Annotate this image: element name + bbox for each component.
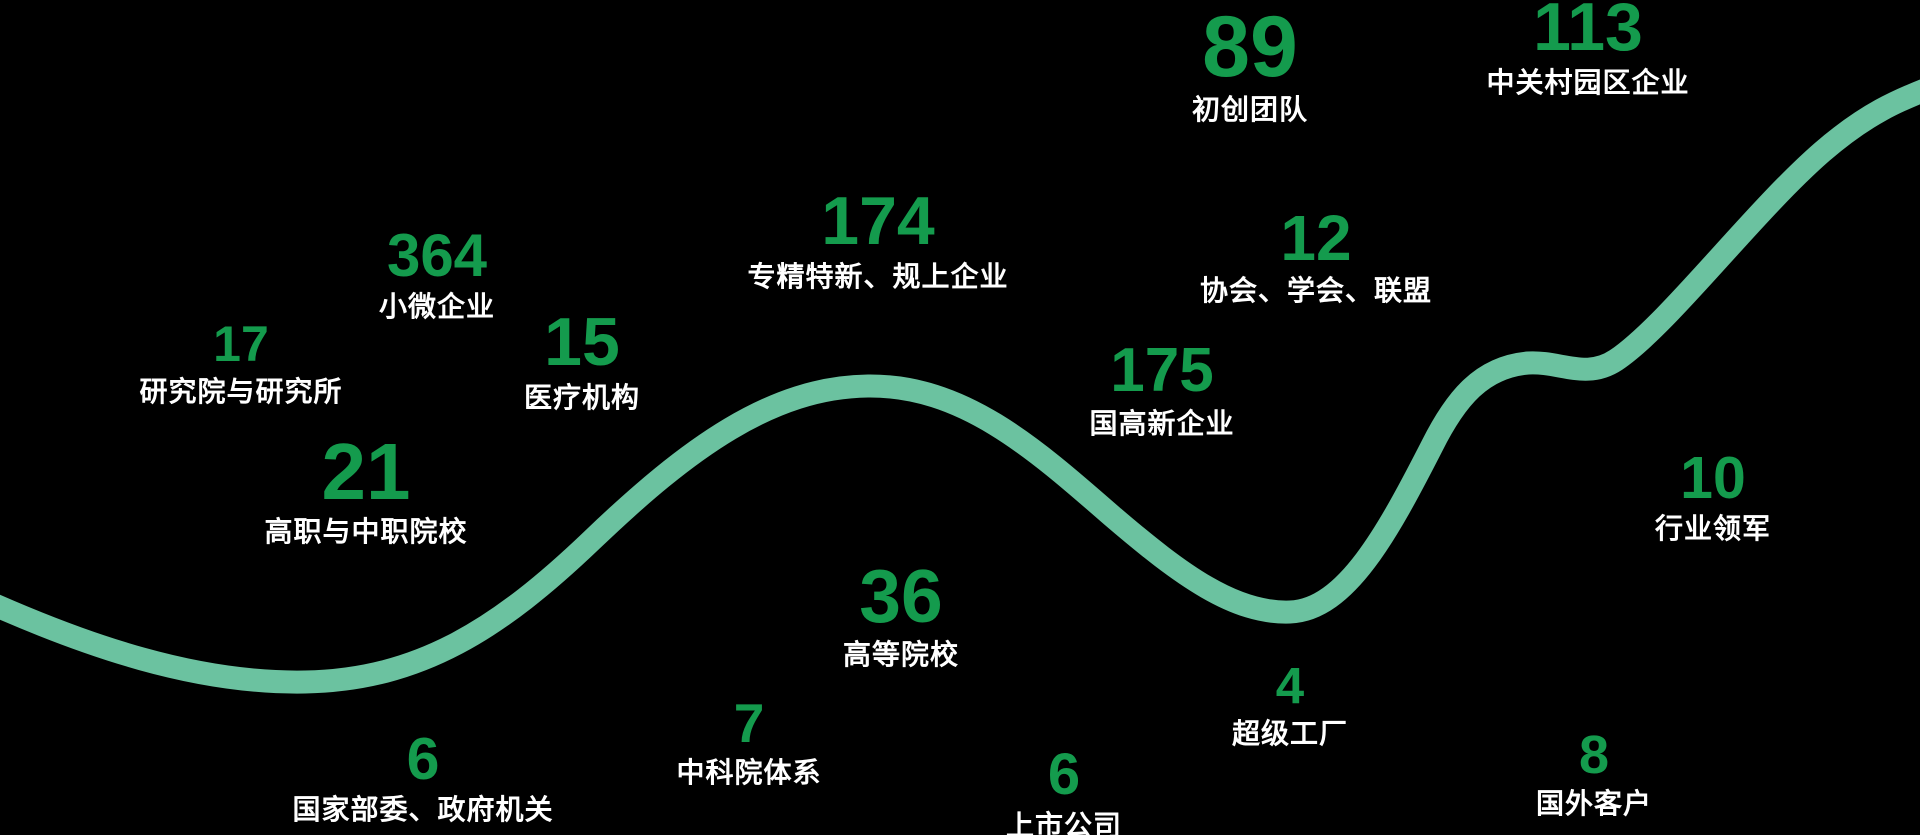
stat-item: 36 高等院校 (842, 554, 960, 670)
stat-label: 中关村园区企业 (1486, 66, 1690, 98)
stat-value: 36 (859, 554, 943, 638)
stat-label: 医疗机构 (523, 381, 641, 413)
stat-value: 6 (406, 726, 440, 792)
stat-value: 10 (1680, 445, 1746, 511)
stat-item: 6 上市公司 (1005, 742, 1123, 835)
stat-label: 上市公司 (1005, 809, 1123, 835)
stat-value: 175 (1110, 336, 1214, 405)
stat-label: 高职与中职院校 (264, 515, 468, 547)
stat-value: 7 (733, 692, 765, 754)
stat-label: 国家部委、政府机关 (292, 794, 554, 826)
stat-value: 89 (1202, 0, 1298, 95)
stat-item: 7 中科院体系 (676, 692, 822, 789)
stat-label: 中科院体系 (676, 757, 822, 789)
stat-item: 15 医疗机构 (523, 304, 641, 413)
stat-value: 21 (321, 427, 411, 516)
stat-value: 6 (1047, 742, 1081, 807)
stat-value: 174 (821, 183, 935, 259)
stat-value: 8 (1578, 725, 1610, 785)
stat-item: 175 国高新企业 (1089, 336, 1235, 439)
stat-item: 4 超级工厂 (1231, 657, 1349, 749)
stat-value: 15 (544, 304, 620, 380)
stat-label: 协会、学会、联盟 (1199, 275, 1433, 307)
stat-label: 高等院校 (842, 638, 960, 670)
stat-label: 国外客户 (1535, 788, 1653, 820)
stat-value: 113 (1533, 0, 1643, 65)
stat-item: 364 小微企业 (378, 222, 496, 323)
stat-label: 国高新企业 (1089, 407, 1235, 439)
stat-value: 4 (1275, 657, 1305, 714)
stat-value: 12 (1280, 202, 1352, 274)
stat-item: 17 研究院与研究所 (139, 316, 343, 407)
stat-item: 113 中关村园区企业 (1486, 0, 1689, 97)
stat-value: 364 (386, 222, 488, 289)
stat-item: 6 国家部委、政府机关 (292, 726, 554, 826)
stat-label: 行业领军 (1654, 513, 1772, 545)
stat-item: 8 国外客户 (1535, 725, 1653, 820)
stat-label: 初创团队 (1191, 93, 1309, 125)
curve-path (0, 79, 1920, 694)
stat-item: 12 协会、学会、联盟 (1199, 202, 1433, 307)
stat-item: 10 行业领军 (1654, 445, 1772, 545)
stat-label: 研究院与研究所 (139, 376, 343, 407)
stat-value: 17 (213, 316, 269, 372)
stat-item: 21 高职与中职院校 (264, 427, 468, 547)
stat-item: 89 初创团队 (1191, 0, 1309, 125)
stat-label: 专精特新、规上企业 (747, 260, 1009, 292)
stat-item: 174 专精特新、规上企业 (747, 183, 1009, 292)
stat-label: 小微企业 (378, 291, 496, 323)
stat-label: 超级工厂 (1231, 717, 1349, 749)
